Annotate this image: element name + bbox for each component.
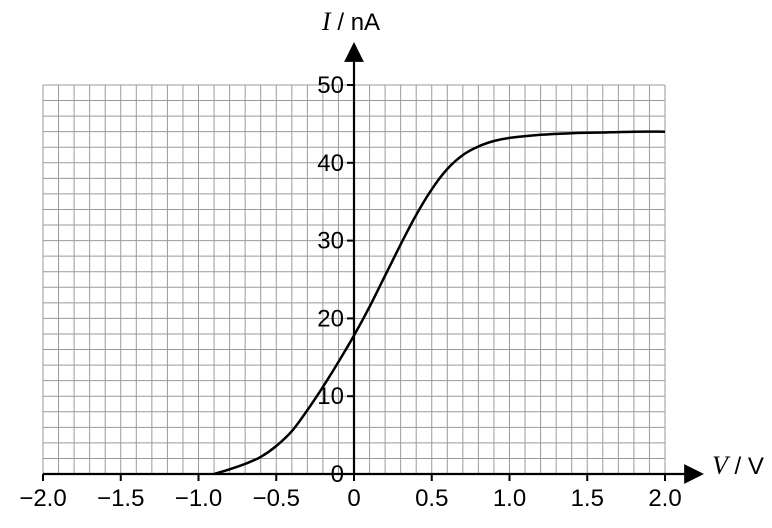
x-tick-label: 0 — [347, 485, 360, 512]
series — [213, 130, 666, 476]
x-axis-title: V / V — [712, 451, 764, 480]
y-axis-title: I / nA — [321, 7, 380, 36]
x-tick-label: −1.5 — [97, 485, 144, 512]
x-tick-label: 0.5 — [415, 485, 448, 512]
y-tick-label: 30 — [317, 228, 344, 255]
series-line — [213, 130, 666, 476]
x-tick-label: 2.0 — [648, 485, 681, 512]
x-tick-label: −2.0 — [19, 485, 66, 512]
y-axis-symbol: I — [321, 7, 332, 36]
x-tick-label: 1.5 — [571, 485, 604, 512]
y-tick-label: 10 — [317, 383, 344, 410]
x-tick-label: −0.5 — [253, 485, 300, 512]
x-axis-symbol: V — [712, 451, 731, 480]
axes — [42, 42, 704, 484]
y-tick-label: 20 — [317, 305, 344, 332]
y-tick-label: 50 — [317, 72, 344, 99]
y-axis-unit: nA — [351, 9, 380, 36]
grid — [42, 84, 666, 475]
x-axis-unit: V — [748, 453, 764, 480]
y-tick-label: 0 — [331, 461, 344, 488]
y-tick-label: 40 — [317, 150, 344, 177]
x-tick-label: 1.0 — [493, 485, 526, 512]
tick-labels: −2.0 −1.5 −1.0 −0.5 0 0.5 1.0 1.5 2.0 0 10 20 30 40 50 — [19, 72, 681, 512]
x-tick-label: −1.0 — [175, 485, 222, 512]
